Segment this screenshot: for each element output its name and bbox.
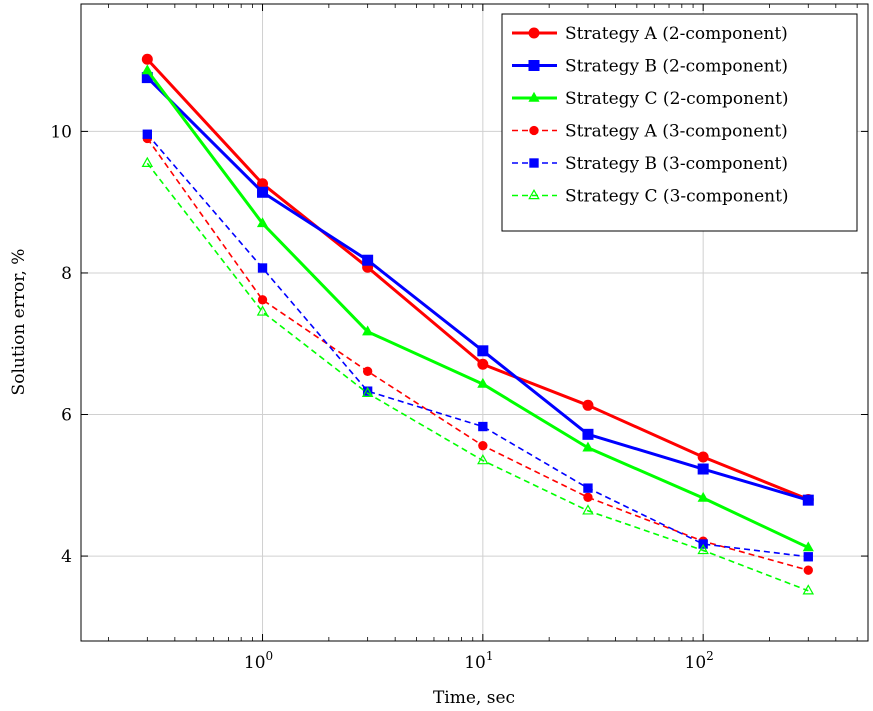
series-strategy-c-3-component xyxy=(141,156,815,595)
data-point xyxy=(697,451,709,463)
legend-label: Strategy C (2-component) xyxy=(565,89,789,109)
data-point xyxy=(583,492,593,502)
data-point xyxy=(257,186,269,198)
data-point xyxy=(802,584,815,595)
data-point xyxy=(583,483,593,493)
data-point xyxy=(582,428,594,440)
legend-item: Strategy A (2-component) xyxy=(512,24,788,44)
data-point xyxy=(529,158,539,168)
legend-item: Strategy C (2-component) xyxy=(512,89,789,109)
series-line xyxy=(146,162,809,592)
data-point xyxy=(528,189,540,200)
data-point xyxy=(362,386,373,396)
data-point xyxy=(362,366,373,377)
data-point xyxy=(257,263,268,273)
data-point xyxy=(803,552,813,562)
data-point xyxy=(582,441,594,452)
data-point xyxy=(802,494,814,506)
data-point xyxy=(362,254,374,266)
data-point xyxy=(256,217,269,228)
data-point xyxy=(528,60,540,71)
y-tick-label: 10 xyxy=(50,122,72,142)
data-point xyxy=(257,295,268,305)
y-tick-label: 6 xyxy=(61,406,72,426)
legend-label: Strategy C (3-component) xyxy=(565,187,789,207)
data-point xyxy=(257,178,269,190)
x-tick-label: 101 xyxy=(464,649,493,673)
series-strategy-c-2-component xyxy=(141,64,814,552)
x-tick-label: 100 xyxy=(244,649,273,673)
data-point xyxy=(142,129,152,139)
data-point xyxy=(256,305,269,316)
data-point xyxy=(141,156,154,168)
series-layer xyxy=(141,53,815,595)
legend-item: Strategy B (2-component) xyxy=(512,57,788,77)
data-point xyxy=(697,491,709,502)
axis-ticks: 100 101 102 4 6 8 10 xyxy=(50,4,868,673)
legend-box xyxy=(501,13,858,232)
legend-label: Strategy A (3-component) xyxy=(565,122,788,142)
plot-area xyxy=(80,3,869,642)
series-strategy-b-2-component xyxy=(141,72,814,506)
data-point xyxy=(477,377,489,388)
data-point xyxy=(802,541,814,552)
legend: Strategy A (2-component) Strategy B (2-co… xyxy=(501,13,858,232)
data-point xyxy=(697,463,709,475)
data-point xyxy=(582,399,594,411)
legend-label: Strategy B (3-component) xyxy=(565,154,788,174)
data-point xyxy=(477,454,489,465)
legend-item: Strategy C (3-component) xyxy=(512,187,789,207)
legend-label: Strategy A (2-component) xyxy=(565,24,788,44)
data-point xyxy=(141,53,153,65)
data-point xyxy=(528,91,540,102)
data-point xyxy=(361,386,374,398)
data-point xyxy=(478,421,488,432)
data-point xyxy=(477,358,489,370)
data-point xyxy=(141,72,153,84)
data-point xyxy=(477,345,489,357)
y-tick-label: 4 xyxy=(61,547,72,567)
data-point xyxy=(803,565,813,575)
data-point xyxy=(582,504,594,515)
x-tick-label: 102 xyxy=(685,649,714,673)
x-axis-label: Time, sec xyxy=(433,688,515,708)
data-point xyxy=(529,125,539,136)
legend-label: Strategy B (2-component) xyxy=(565,57,788,77)
data-point xyxy=(141,64,153,75)
data-point xyxy=(697,543,709,555)
data-point xyxy=(362,325,374,336)
legend-item: Strategy B (3-component) xyxy=(512,154,788,174)
data-point xyxy=(528,27,540,39)
legend-item: Strategy A (3-component) xyxy=(512,122,788,142)
y-tick-label: 8 xyxy=(61,264,72,284)
data-point xyxy=(478,440,488,451)
y-axis-label: Solution error, % xyxy=(9,249,29,396)
